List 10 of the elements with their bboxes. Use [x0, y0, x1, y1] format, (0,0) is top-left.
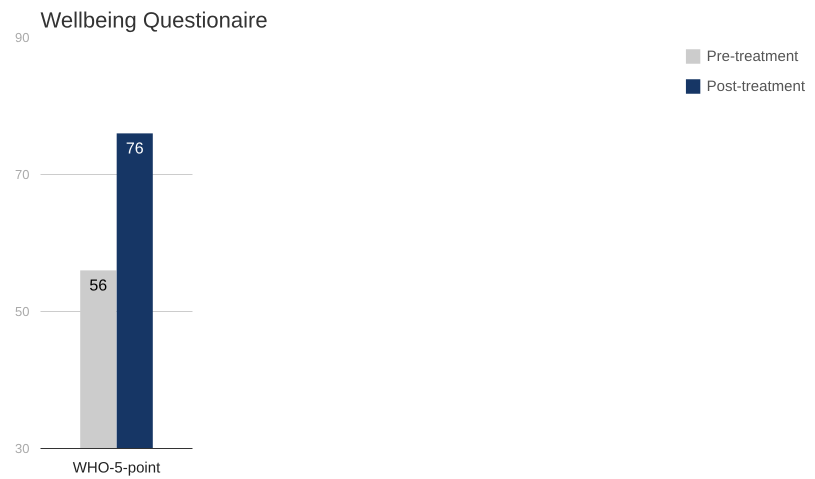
chart-title: Wellbeing Questionaire	[40, 8, 268, 32]
legend-label: Post-treatment	[706, 78, 805, 94]
x-tick-label: WHO-5-point	[72, 460, 162, 476]
y-tick-label: 30	[15, 441, 30, 456]
y-tick-label: 70	[15, 167, 30, 182]
y-tick-label: 90	[15, 30, 30, 45]
y-tick-label: 50	[15, 304, 30, 319]
legend-label: Pre-treatment	[706, 48, 798, 64]
data-label: 76	[126, 140, 144, 158]
data-label: 56	[89, 277, 108, 294]
